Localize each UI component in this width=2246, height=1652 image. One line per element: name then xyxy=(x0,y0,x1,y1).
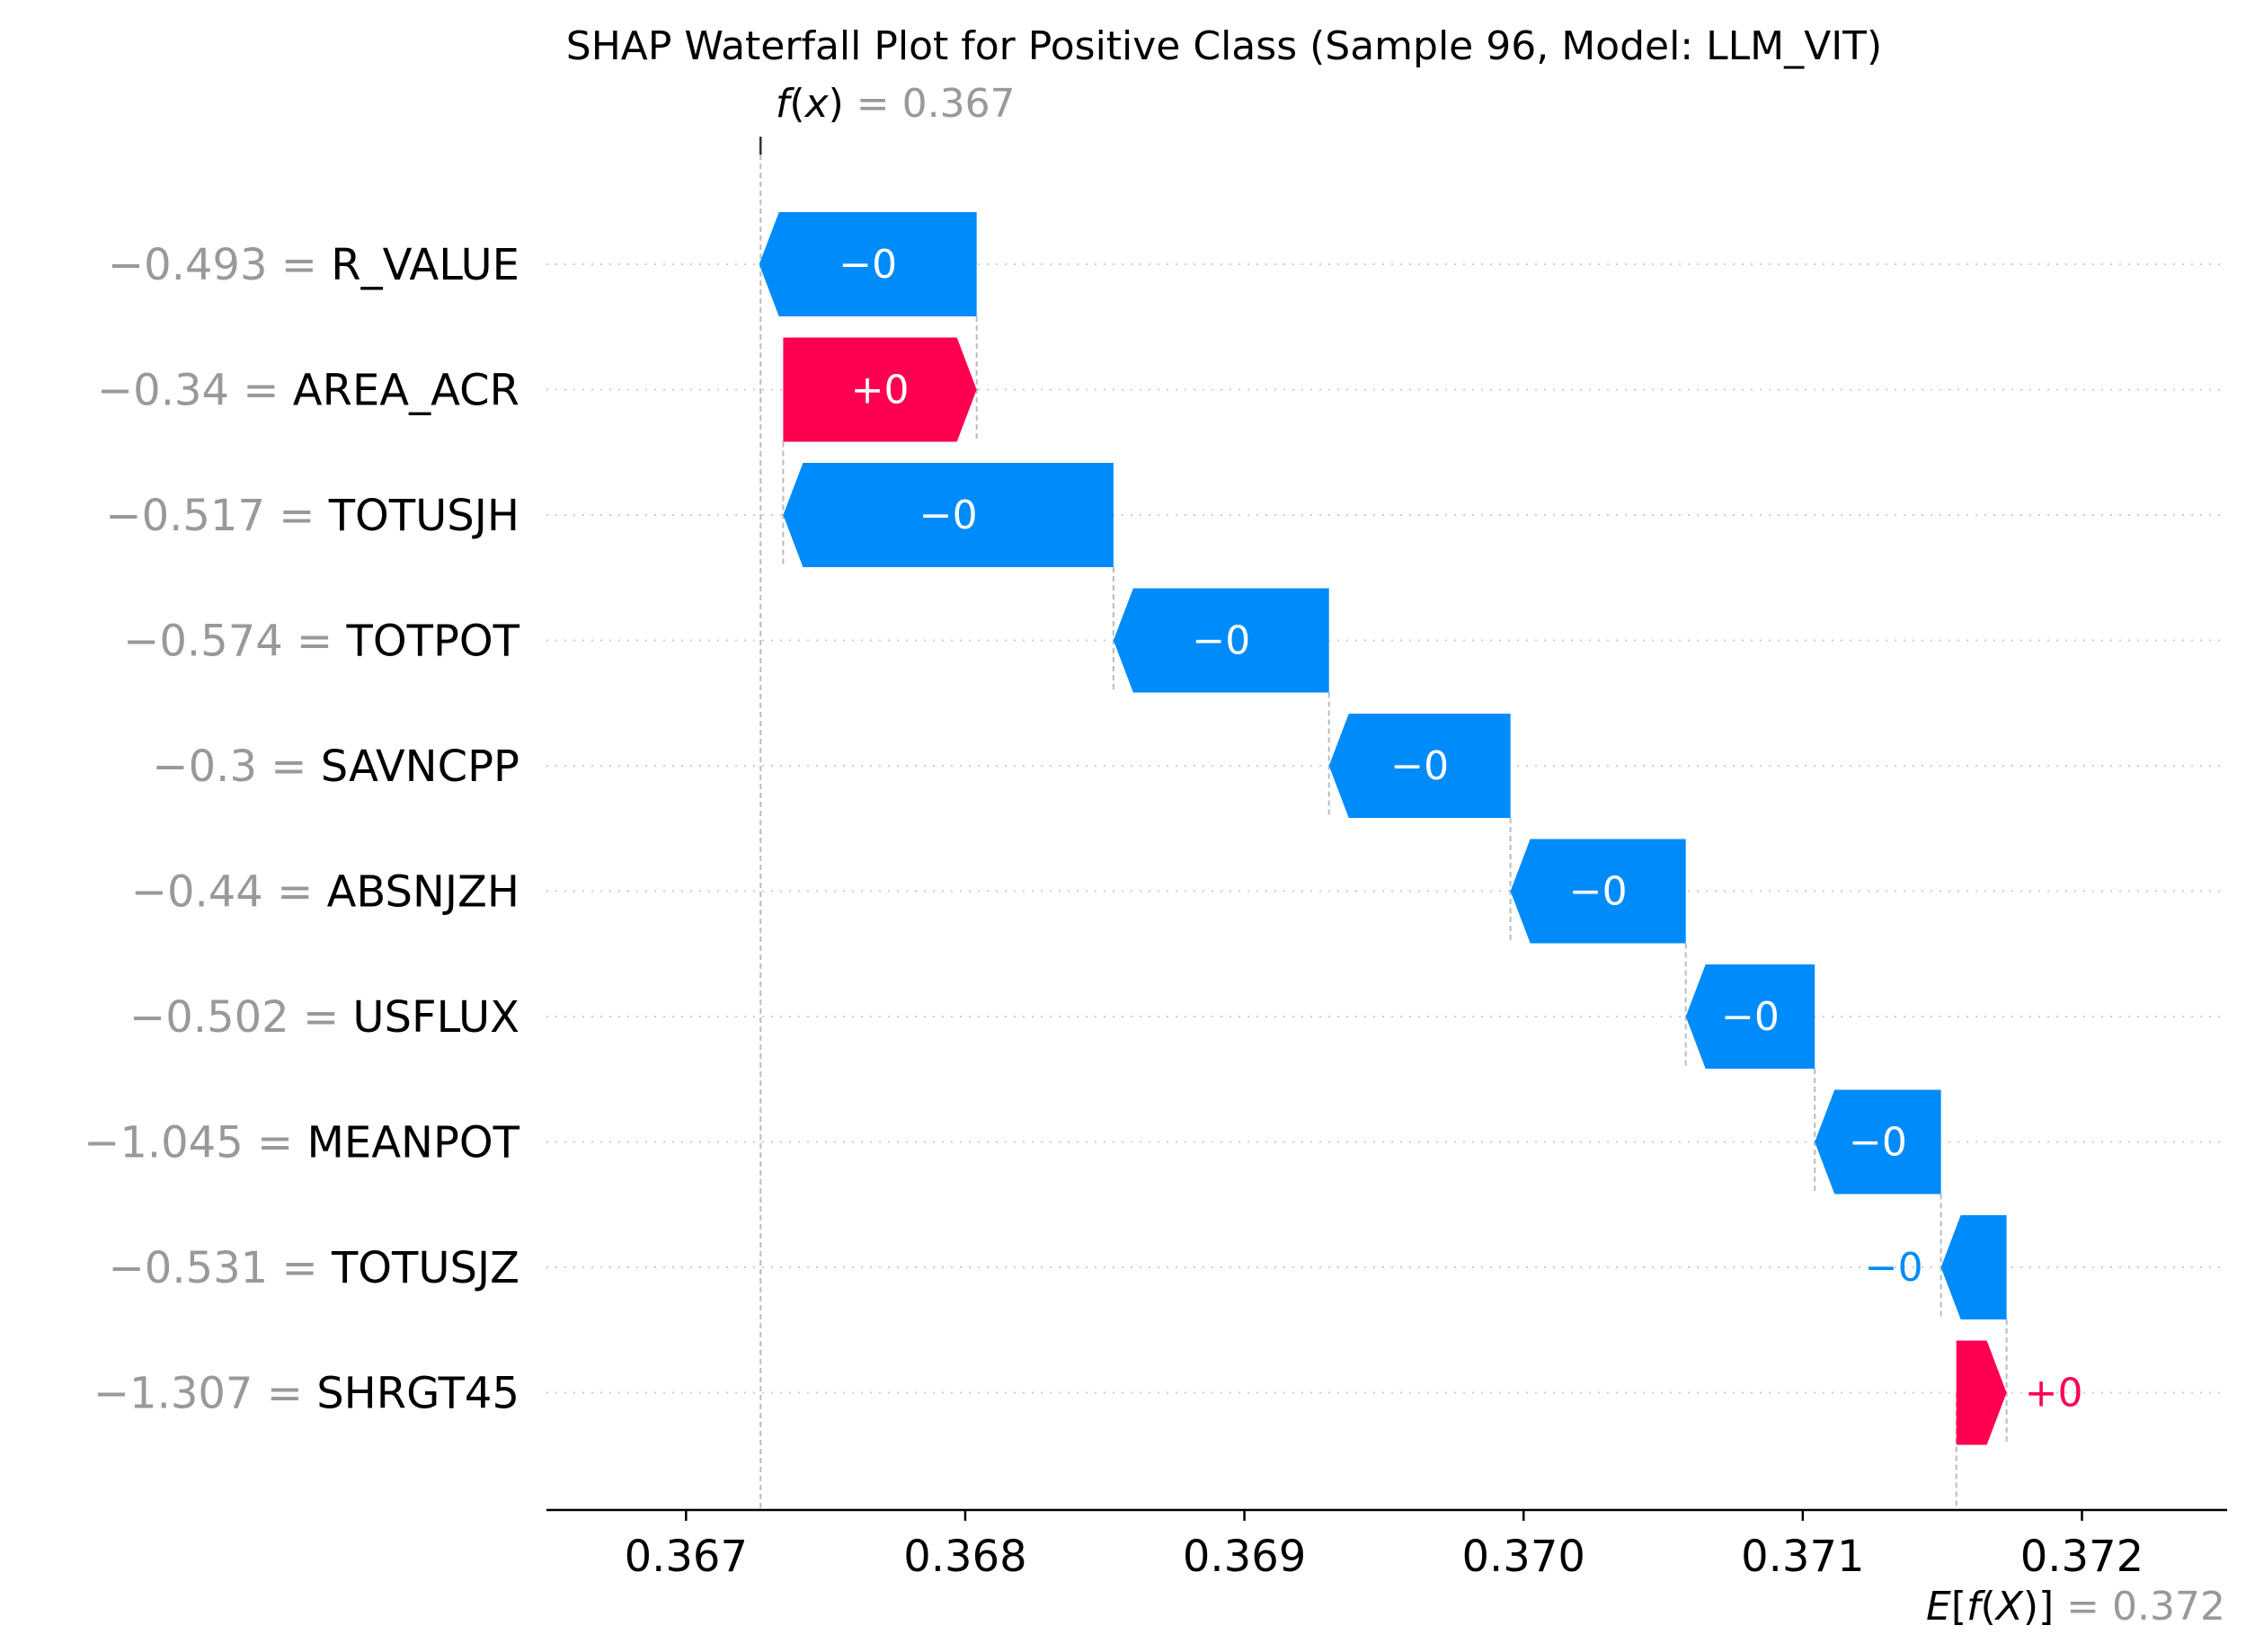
bar-value-label: −0 xyxy=(1192,618,1250,664)
feature-label: −0.531 = TOTUSJZ xyxy=(109,1243,519,1293)
efx-bracket-open: [ xyxy=(1951,1584,1966,1630)
equals-sign: = xyxy=(289,992,353,1043)
feature-value: −0.3 xyxy=(152,742,257,792)
feature-name: TOTUSJH xyxy=(328,491,519,541)
feature-labels: −0.493 = R_VALUE −0.34 = AREA_ACR −0.517 =… xyxy=(84,240,520,1419)
efx-annotation: E[f(X)] = 0.372 xyxy=(1926,1584,2225,1630)
efx-value: 0.372 xyxy=(2112,1584,2225,1630)
feature-value: −0.44 xyxy=(131,867,263,918)
feature-name: R_VALUE xyxy=(331,240,519,290)
equals-sign: = xyxy=(244,1118,307,1168)
feature-name: MEANPOT xyxy=(306,1118,519,1168)
feature-value: −0.574 xyxy=(123,617,283,667)
x-tick-label: 0.367 xyxy=(625,1532,748,1582)
feature-label: −1.045 = MEANPOT xyxy=(84,1118,520,1168)
efx-paren-open: ( xyxy=(1981,1584,1996,1630)
feature-name: USFLUX xyxy=(352,992,519,1043)
fx-paren-close: ) xyxy=(829,81,844,127)
shap-bar-savncpp xyxy=(1328,714,1511,818)
feature-label: −0.502 = USFLUX xyxy=(129,992,519,1043)
feature-label: −0.517 = TOTUSJH xyxy=(105,491,519,541)
bar-value-label: −0 xyxy=(839,242,897,288)
x-tick-label: 0.372 xyxy=(2020,1532,2144,1582)
equals-sign: = xyxy=(268,1243,332,1293)
shap-bar-meanpot xyxy=(1815,1089,1941,1195)
feature-name: ABSNJZH xyxy=(327,867,519,918)
shap-bar-totpot xyxy=(1113,588,1329,693)
efx-close: )] xyxy=(2023,1584,2054,1630)
shap-bar-area_acr xyxy=(783,337,977,442)
feature-name: SHRGT45 xyxy=(316,1369,519,1419)
feature-name: SAVNCPP xyxy=(321,742,519,792)
equals-sign: = xyxy=(253,1369,316,1419)
feature-value: −0.502 xyxy=(129,992,289,1043)
feature-value: −0.493 xyxy=(108,240,268,290)
feature-name: TOTUSJZ xyxy=(331,1243,519,1293)
shap-bar-usflux xyxy=(1685,964,1815,1069)
fx-value: 0.367 xyxy=(902,81,1016,127)
x-tick-label: 0.368 xyxy=(903,1532,1026,1582)
shap-bar-totusjh xyxy=(783,463,1114,567)
equals-sign: = xyxy=(229,366,293,416)
fx-arg: x xyxy=(803,81,830,127)
feature-value: −1.045 xyxy=(84,1118,244,1168)
bar-value-label: +0 xyxy=(2025,1371,2083,1417)
shap-bar-totusjz xyxy=(1940,1215,2007,1319)
shap-bar-shrgt45 xyxy=(1956,1340,2007,1445)
shap-bars: −0 +0 −0 −0 −0 −0 −0 −0 −0 +0 xyxy=(759,212,2083,1445)
chart-title: SHAP Waterfall Plot for Positive Class (… xyxy=(566,23,1882,69)
equals-sign: = xyxy=(283,617,347,667)
efx-equals: = xyxy=(2054,1584,2112,1630)
feature-value: −0.517 xyxy=(105,491,265,541)
equals-sign: = xyxy=(265,491,329,541)
feature-label: −0.34 = AREA_ACR xyxy=(97,366,519,416)
shap-bar-r_value xyxy=(759,212,977,316)
bar-value-label: −0 xyxy=(1569,869,1628,915)
feature-value: −1.307 xyxy=(93,1369,253,1419)
efx-E: E xyxy=(1926,1584,1951,1630)
feature-name: TOTPOT xyxy=(346,617,520,667)
equals-sign: = xyxy=(263,867,327,918)
bar-value-label: −0 xyxy=(1390,743,1449,789)
feature-name: AREA_ACR xyxy=(293,366,519,416)
feature-label: −1.307 = SHRGT45 xyxy=(93,1369,519,1419)
feature-label: −0.3 = SAVNCPP xyxy=(152,742,519,792)
bar-value-label: −0 xyxy=(1721,994,1780,1040)
feature-label: −0.493 = R_VALUE xyxy=(108,240,519,290)
bar-value-label: +0 xyxy=(851,368,910,413)
fx-annotation: f(x) = 0.367 xyxy=(776,81,1016,127)
fx-equals: = xyxy=(844,81,902,127)
bar-value-label: −0 xyxy=(919,493,978,538)
equals-sign: = xyxy=(268,240,332,290)
x-tick-label: 0.370 xyxy=(1461,1532,1585,1582)
feature-value: −0.531 xyxy=(109,1243,269,1293)
feature-label: −0.44 = ABSNJZH xyxy=(131,867,519,918)
expected-value-annotations: f(x) = 0.367 E[f(X)] = 0.372 xyxy=(776,81,2225,1630)
x-tick-label: 0.369 xyxy=(1183,1532,1306,1582)
x-axis: 0.367 0.368 0.369 0.370 0.371 0.372 xyxy=(546,1508,2227,1582)
equals-sign: = xyxy=(257,742,321,792)
shap-bar-absnjzh xyxy=(1510,839,1686,944)
fx-paren-open: ( xyxy=(789,81,804,127)
bar-value-label: −0 xyxy=(1865,1245,1923,1291)
x-tick-label: 0.371 xyxy=(1741,1532,1864,1582)
bar-value-label: −0 xyxy=(1849,1120,1907,1166)
feature-value: −0.34 xyxy=(97,366,229,416)
efx-arg: X xyxy=(1994,1584,2024,1630)
feature-label: −0.574 = TOTPOT xyxy=(123,617,520,667)
